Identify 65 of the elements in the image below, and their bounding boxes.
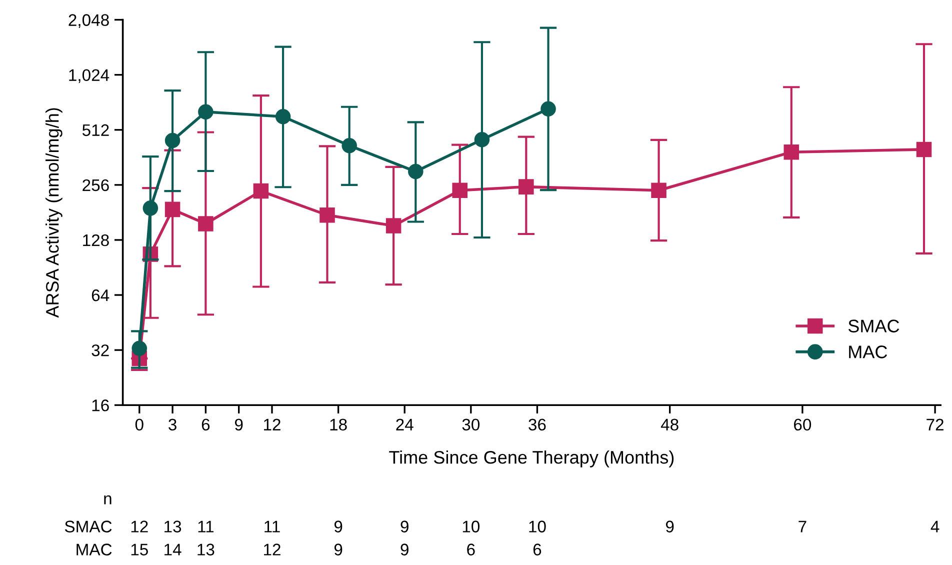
text: n xyxy=(104,495,112,504)
text: 7 xyxy=(798,520,806,532)
y-axis-title: ARSA Activity (nmol/mg/h) xyxy=(46,108,62,318)
y-tick-label: 256 xyxy=(82,179,109,192)
text: 15 xyxy=(131,544,148,556)
legend-label: SMAC xyxy=(848,320,900,332)
text: 9 xyxy=(334,520,342,532)
x-tick-label: 12 xyxy=(264,418,280,430)
text: 13 xyxy=(164,520,182,532)
point xyxy=(540,101,556,117)
text: 9 xyxy=(666,520,674,532)
x-tick-label: 60 xyxy=(794,418,812,431)
point xyxy=(164,202,180,218)
point xyxy=(132,340,148,356)
text: 12 xyxy=(131,520,148,532)
text: 6 xyxy=(533,544,542,556)
x-tick-label: 36 xyxy=(528,418,546,431)
x-tick-label: 3 xyxy=(168,418,176,431)
text: SMAC xyxy=(64,520,112,532)
legend-label: MAC xyxy=(849,346,888,358)
text: 4 xyxy=(930,520,940,532)
point xyxy=(253,183,269,199)
x-tick-label: 6 xyxy=(202,418,210,431)
x-tick-label: 9 xyxy=(234,418,243,431)
text: 9 xyxy=(334,544,342,556)
y-tick-label: 64 xyxy=(92,289,110,302)
point xyxy=(275,108,291,124)
text: 10 xyxy=(529,520,546,532)
point xyxy=(474,132,490,148)
point xyxy=(164,132,180,148)
text: 13 xyxy=(198,544,214,556)
x-tick-label: 30 xyxy=(462,418,480,431)
y-tick-label: 2,048 xyxy=(68,14,109,28)
y-tick-label: 512 xyxy=(82,124,109,136)
point xyxy=(452,182,468,198)
y-tick-label: 16 xyxy=(92,400,109,412)
text: 11 xyxy=(264,520,280,532)
text: MAC xyxy=(76,544,112,556)
point xyxy=(342,138,357,154)
point xyxy=(518,179,534,194)
text: 9 xyxy=(400,544,408,556)
y-tick-label: 1,024 xyxy=(69,69,110,83)
text: 14 xyxy=(164,544,182,556)
x-tick-label: 24 xyxy=(396,418,414,430)
x-tick-label: 0 xyxy=(135,418,144,431)
text: 6 xyxy=(467,544,475,556)
point xyxy=(386,218,402,234)
x-tick-label: 48 xyxy=(660,418,678,431)
point xyxy=(142,200,158,216)
point xyxy=(198,216,214,232)
y-tick-label: 32 xyxy=(92,344,109,356)
text: 10 xyxy=(462,520,480,532)
point xyxy=(320,207,335,223)
x-tick-label: 72 xyxy=(926,418,944,430)
text: 9 xyxy=(400,520,408,532)
y-tick-label: 128 xyxy=(83,234,109,246)
text: 12 xyxy=(264,544,280,556)
x-axis-title: Time Since Gene Therapy (Months) xyxy=(389,450,674,468)
text: 11 xyxy=(198,520,214,532)
x-tick-label: 18 xyxy=(330,418,347,431)
point xyxy=(651,182,666,198)
point xyxy=(916,142,932,158)
point xyxy=(408,164,424,180)
point xyxy=(784,144,800,160)
point xyxy=(198,104,214,120)
